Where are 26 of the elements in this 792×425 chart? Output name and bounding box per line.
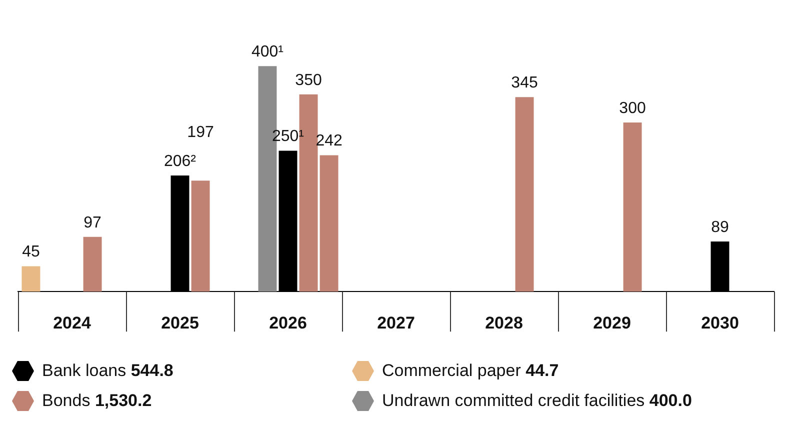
legend-label: Undrawn committed credit facilities 400.0: [382, 391, 692, 411]
data-label: 97: [84, 214, 102, 232]
data-label: 300: [619, 100, 646, 117]
bar: [191, 180, 210, 292]
data-label: 400¹: [251, 44, 284, 61]
data-label: 206²: [164, 152, 197, 170]
x-tick-label: 2027: [377, 313, 415, 332]
data-label: 345: [511, 74, 538, 92]
data-label: 350: [295, 72, 322, 89]
legend-label: Bank loans 544.8: [42, 361, 174, 381]
x-tick-label: 2024: [53, 313, 92, 332]
data-label: 45: [22, 244, 40, 261]
x-tick-label: 2028: [485, 313, 523, 332]
bar: [320, 155, 338, 292]
bar: [83, 236, 102, 292]
x-tick-label: 2026: [269, 313, 307, 332]
x-tick-label: 2025: [161, 313, 199, 332]
bar: [515, 97, 534, 292]
x-tick-label: 2029: [593, 313, 631, 332]
bar: [623, 122, 642, 292]
legend-label: Commercial paper 44.7: [382, 361, 559, 381]
bar: [22, 266, 40, 292]
legend-label: Bonds 1,530.2: [42, 391, 152, 411]
data-label: 197: [187, 124, 214, 141]
data-label: 89: [711, 218, 729, 236]
x-tick-label: 2030: [701, 313, 739, 332]
